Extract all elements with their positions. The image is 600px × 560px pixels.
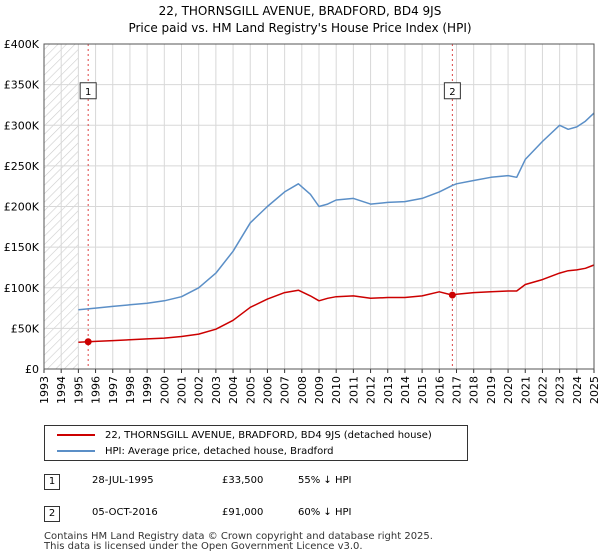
y-tick-label: £50K (11, 322, 40, 335)
footer: Contains HM Land Registry data © Crown c… (44, 532, 433, 552)
table-row: 1 28-JUL-1995 £33,500 55% ↓ HPI (44, 474, 464, 494)
x-tick-label: 2021 (519, 376, 532, 404)
x-tick-label: 2000 (158, 376, 171, 404)
legend-swatch-hpi (57, 450, 95, 452)
x-tick-label: 2022 (536, 376, 549, 404)
sale-point (84, 338, 92, 346)
sale-label: 2 (449, 87, 455, 98)
y-tick-label: £400K (4, 38, 40, 51)
sale-label-box (443, 82, 461, 100)
sale-number-box: 2 (44, 506, 60, 522)
y-tick-label: £300K (4, 119, 40, 132)
sale-price: £33,500 (222, 475, 264, 486)
x-tick-label: 2011 (347, 376, 360, 404)
chart-title-line2: Price paid vs. HM Land Registry's House … (128, 21, 472, 35)
y-tick-label: £200K (4, 201, 40, 214)
x-tick-label: 1994 (55, 376, 68, 404)
sale-hpi-diff: 60% ↓ HPI (298, 507, 352, 518)
sale-label: 1 (85, 87, 91, 98)
x-tick-label: 2009 (313, 376, 326, 404)
series-line-property (78, 264, 595, 343)
chart-area: 1 2 £0 £50K £100K £150K £200K £250K £300K £350K £… (4, 38, 600, 404)
x-tick-label: 2024 (571, 376, 584, 404)
legend-item-hpi: HPI: Average price, detached house, Brad… (45, 443, 333, 459)
x-tick-label: 2015 (416, 376, 429, 404)
footer-line1: Contains HM Land Registry data © Crown c… (44, 531, 433, 542)
x-tick-label: 2019 (485, 376, 498, 404)
x-tick-label: 2018 (468, 376, 481, 404)
x-tick-label: 1996 (90, 376, 103, 404)
x-tick-label: 2014 (399, 376, 412, 404)
sale-date: 05-OCT-2016 (92, 507, 158, 518)
x-tick-label: 2003 (210, 376, 223, 404)
sale-number-box: 1 (44, 474, 60, 490)
x-tick-label: 2016 (433, 376, 446, 404)
y-tick-label: £0 (25, 363, 39, 376)
x-tick-label: 2010 (330, 376, 343, 404)
legend-item-property: 22, THORNSGILL AVENUE, BRADFORD, BD4 9JS… (45, 427, 432, 443)
x-tick-label: 2005 (244, 376, 257, 404)
x-tick-label: 1997 (107, 376, 120, 404)
x-tick-label: 2020 (502, 376, 515, 404)
x-tick-label: 2007 (279, 376, 292, 404)
x-tick-label: 2006 (261, 376, 274, 404)
legend: 22, THORNSGILL AVENUE, BRADFORD, BD4 9JS… (44, 425, 468, 461)
x-tick-label: 2008 (296, 376, 309, 404)
legend-label-property: 22, THORNSGILL AVENUE, BRADFORD, BD4 9JS… (105, 429, 432, 441)
sale-hpi-diff: 55% ↓ HPI (298, 475, 352, 486)
legend-swatch-property (57, 434, 95, 436)
x-tick-label: 2017 (451, 376, 464, 404)
x-tick-label: 2001 (176, 376, 189, 404)
chart-title-line1: 22, THORNSGILL AVENUE, BRADFORD, BD4 9JS (158, 4, 442, 18)
y-tick-label: £250K (4, 160, 40, 173)
x-tick-label: 2004 (227, 376, 240, 404)
x-tick-label: 2023 (554, 376, 567, 404)
sale-price: £91,000 (222, 507, 264, 518)
sale-label-box (79, 82, 97, 100)
y-tick-label: £350K (4, 79, 40, 92)
x-tick-label: 2012 (365, 376, 378, 404)
x-tick-label: 1993 (38, 376, 51, 404)
x-tick-label: 2013 (382, 376, 395, 404)
series-line-hpi (78, 112, 595, 311)
x-tick-label: 2002 (193, 376, 206, 404)
footer-line2: This data is licensed under the Open Gov… (44, 541, 363, 552)
y-tick-label: £100K (4, 282, 40, 295)
x-tick-label: 1995 (72, 376, 85, 404)
sale-date: 28-JUL-1995 (92, 475, 154, 486)
x-tick-label: 1999 (141, 376, 154, 404)
y-tick-label: £150K (4, 241, 40, 254)
table-row: 2 05-OCT-2016 £91,000 60% ↓ HPI (44, 506, 464, 526)
plot-frame (43, 43, 595, 370)
sale-point (448, 291, 456, 299)
legend-label-hpi: HPI: Average price, detached house, Brad… (105, 445, 334, 457)
x-tick-label: 2025 (588, 376, 600, 404)
x-tick-label: 1998 (124, 376, 137, 404)
chart-title: 22, THORNSGILL AVENUE, BRADFORD, BD4 9JS… (0, 3, 600, 37)
